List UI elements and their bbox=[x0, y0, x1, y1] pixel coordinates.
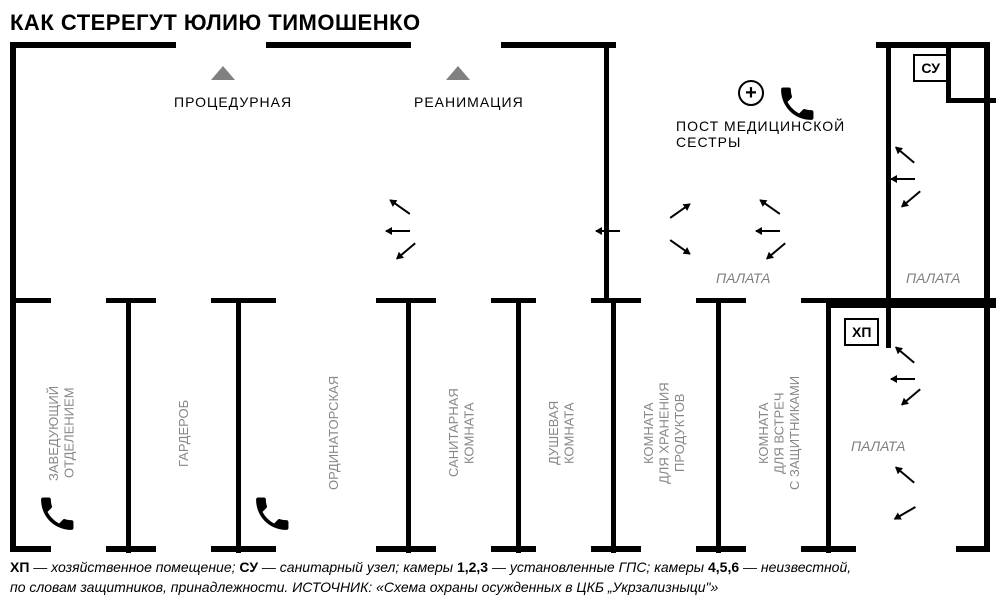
label-procedural: ПРОЦЕДУРНАЯ bbox=[174, 94, 292, 110]
box-su: СУ bbox=[913, 54, 948, 82]
door-gap bbox=[641, 546, 696, 552]
caption-bold: ХП bbox=[10, 559, 29, 575]
label-reanimation: РЕАНИМАЦИЯ bbox=[414, 94, 524, 110]
camera-arrow bbox=[766, 243, 786, 260]
camera-arrow bbox=[891, 178, 915, 180]
camera-arrow bbox=[396, 243, 416, 260]
label-palata: ПАЛАТА bbox=[851, 438, 905, 454]
camera-arrow bbox=[901, 389, 921, 406]
room-label-vertical: КОМНАТА ДЛЯ ВСТРЕЧ С ЗАЩИТНИКАМИ bbox=[756, 348, 803, 518]
wall bbox=[826, 303, 996, 308]
wall bbox=[406, 303, 411, 553]
floor-plan: ПРОЦЕДУРНАЯ РЕАНИМАЦИЯ ПОСТ МЕДИЦИНСКОЙ СЕ… bbox=[10, 42, 990, 552]
door-gap bbox=[276, 546, 376, 552]
camera-icon: 2 bbox=[921, 358, 977, 394]
door-gap bbox=[856, 546, 956, 552]
caption-bold: СУ bbox=[239, 559, 258, 575]
camera-arrow bbox=[756, 230, 780, 232]
label-nurse-post: ПОСТ МЕДИЦИНСКОЙ СЕСТРЫ bbox=[676, 118, 845, 150]
phone-icon bbox=[776, 83, 818, 125]
door-gap bbox=[51, 546, 106, 552]
door-gap bbox=[536, 546, 591, 552]
wall bbox=[516, 303, 521, 553]
door-gap bbox=[436, 298, 491, 303]
triangle-marker bbox=[446, 66, 470, 80]
wall bbox=[826, 303, 831, 553]
legend-caption: ХП — хозяйственное помещение; СУ — санит… bbox=[10, 558, 990, 597]
room-label-vertical: ГАРДЕРОБ bbox=[176, 348, 192, 518]
room-label-vertical: ОРДИНАТОРСКАЯ bbox=[326, 348, 342, 518]
door-gap bbox=[746, 546, 801, 552]
camera-arrow bbox=[895, 347, 915, 364]
caption-bold: 4,5,6 bbox=[708, 559, 739, 575]
phone-icon bbox=[36, 493, 78, 535]
door-gap bbox=[411, 42, 501, 48]
door-gap bbox=[51, 298, 106, 303]
camera-arrow bbox=[895, 467, 915, 484]
door-gap bbox=[276, 298, 376, 303]
wall bbox=[236, 303, 241, 553]
door-gap bbox=[536, 298, 591, 303]
door-gap bbox=[156, 298, 211, 303]
door-gap bbox=[176, 42, 266, 48]
label-palata: ПАЛАТА bbox=[906, 270, 960, 286]
page-title: КАК СТЕРЕГУТ ЮЛИЮ ТИМОШЕНКО bbox=[10, 10, 990, 36]
door-gap bbox=[436, 546, 491, 552]
camera-arrow bbox=[596, 230, 620, 232]
box-xp: ХП bbox=[844, 318, 879, 346]
room-label-vertical: ДУШЕВАЯ КОМНАТА bbox=[546, 348, 577, 518]
phone-icon bbox=[251, 493, 293, 535]
medical-cross-icon: + bbox=[738, 80, 764, 106]
camera-arrow bbox=[894, 506, 916, 520]
camera-icon: 4 bbox=[786, 208, 842, 244]
wall bbox=[886, 48, 891, 298]
room-label-vertical: КОМНАТА ДЛЯ ХРАНЕНИЯ ПРОДУКТОВ bbox=[641, 348, 688, 518]
camera-icon: 1 bbox=[921, 478, 977, 514]
camera-arrow bbox=[891, 378, 915, 380]
camera-arrow bbox=[895, 147, 915, 164]
door-gap bbox=[616, 42, 876, 48]
door-gap bbox=[641, 298, 696, 303]
label-palata: ПАЛАТА bbox=[716, 270, 770, 286]
wall bbox=[604, 48, 609, 298]
wall bbox=[611, 303, 616, 553]
wall bbox=[946, 98, 996, 103]
camera-arrow bbox=[760, 199, 781, 214]
wall bbox=[126, 303, 131, 553]
camera-icon: 3 bbox=[921, 158, 977, 194]
caption-bold: 1,2,3 bbox=[457, 559, 488, 575]
triangle-marker bbox=[211, 66, 235, 80]
camera-icon: 6 bbox=[416, 208, 472, 244]
camera-arrow bbox=[390, 199, 411, 214]
door-gap bbox=[156, 546, 211, 552]
camera-arrow bbox=[901, 191, 921, 208]
camera-arrow bbox=[386, 230, 410, 232]
room-label-vertical: САНИТАРНАЯ КОМНАТА bbox=[446, 348, 477, 518]
door-gap bbox=[746, 298, 801, 303]
wall bbox=[716, 303, 721, 553]
